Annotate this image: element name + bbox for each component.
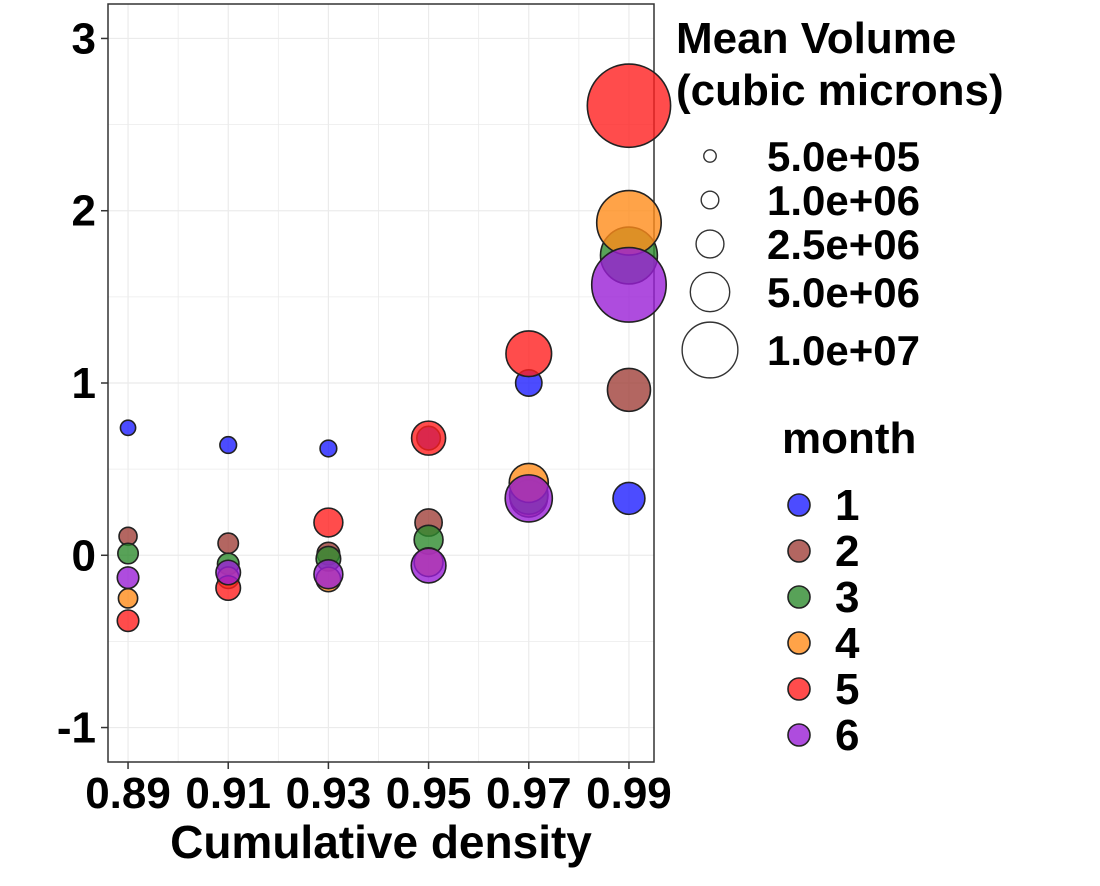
size-legend-title-line1: Mean Volume [676, 14, 956, 63]
color-legend-label: 4 [835, 619, 860, 668]
x-tick-label: 0.89 [85, 769, 171, 818]
color-legend-label: 3 [835, 573, 859, 622]
y-tick-label: -1 [57, 704, 96, 753]
data-point-month-1 [612, 481, 646, 516]
color-legend-key-month-5 [787, 677, 811, 701]
color-legend-key-month-1 [787, 493, 811, 517]
size-legend-key [700, 190, 720, 210]
x-tick-label: 0.97 [486, 769, 572, 818]
data-point-month-5 [313, 507, 344, 538]
y-tick-label: 3 [72, 14, 96, 63]
data-point-month-6 [116, 566, 140, 590]
data-point-month-5 [116, 609, 140, 633]
y-tick-label: 1 [72, 359, 96, 408]
color-legend-label: 6 [835, 711, 859, 760]
size-legend-label: 1.0e+07 [767, 327, 920, 374]
y-tick-label: 0 [72, 531, 96, 580]
color-legend-key-month-2 [787, 539, 811, 563]
color-legend-key-month-4 [787, 631, 811, 655]
data-point-month-3 [117, 542, 140, 565]
x-tick-label: 0.95 [386, 769, 472, 818]
data-point-month-2 [606, 367, 652, 413]
color-legend-label: 1 [835, 481, 859, 530]
x-tick-label: 0.99 [586, 769, 672, 818]
data-point-month-2 [217, 532, 240, 555]
size-legend-title-line2: (cubic microns) [676, 66, 1004, 115]
x-tick-label: 0.93 [286, 769, 372, 818]
color-legend-key-month-3 [787, 585, 811, 609]
color-legend-label: 5 [835, 665, 859, 714]
color-legend-title: month [782, 414, 916, 463]
size-legend-items: 5.0e+051.0e+062.5e+065.0e+06 1.0e+07 [681, 133, 920, 379]
data-point-month-6 [313, 559, 344, 590]
data-point-month-5 [505, 330, 553, 378]
data-point-month-6 [215, 559, 242, 586]
size-legend-label: 1.0e+06 [767, 177, 920, 224]
data-point-month-6 [590, 246, 667, 323]
size-legend-label: 2.5e+06 [767, 221, 920, 268]
data-point-month-1 [119, 419, 137, 437]
data-point-month-6 [410, 547, 447, 584]
data-point-month-1 [319, 439, 338, 458]
size-legend-key [703, 149, 717, 163]
color-legend-key-month-6 [787, 723, 811, 747]
grid-lines [108, 4, 654, 762]
x-axis-title: Cumulative density [170, 816, 592, 868]
data-point-month-4 [595, 189, 662, 256]
axes: 0.89 0.91 0.93 0.95 0.97 0.99 -1 0 1 2 3 [57, 14, 672, 818]
x-tick-label: 0.91 [185, 769, 271, 818]
size-legend-key [681, 321, 739, 379]
size-legend-label: 5.0e+05 [767, 133, 920, 180]
data-point-month-5 [586, 63, 672, 149]
data-point-month-4 [117, 587, 139, 609]
data-points [116, 63, 672, 633]
size-legend-label: 5.0e+06 [767, 269, 920, 316]
size-legend-key [689, 271, 731, 313]
data-point-month-6 [504, 474, 554, 523]
color-legend-label: 2 [835, 527, 859, 576]
size-legend: Mean Volume (cubic microns) 5.0e+051.0e+… [676, 14, 1004, 379]
data-point-month-5 [410, 420, 447, 456]
size-legend-key [695, 229, 725, 259]
data-point-month-1 [219, 435, 238, 455]
y-tick-label: 2 [72, 187, 96, 236]
